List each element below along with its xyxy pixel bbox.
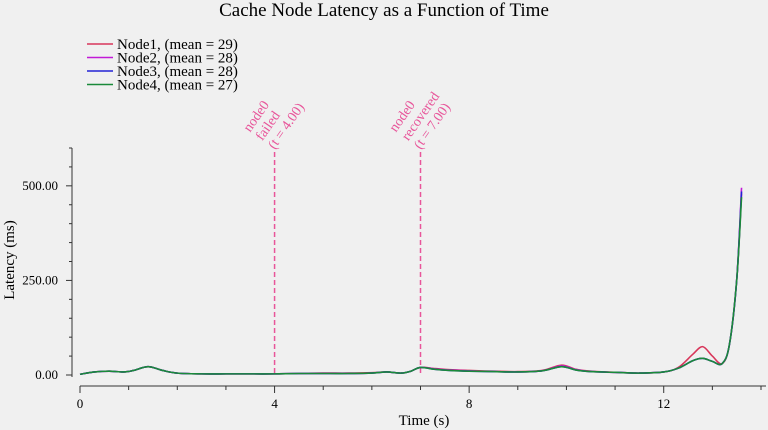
legend-label-1: Node1, (mean = 29) bbox=[117, 37, 238, 53]
y-tick-label: 0.00 bbox=[35, 367, 58, 382]
chart-legend: Node1, (mean = 29)Node2, (mean = 28)Node… bbox=[87, 37, 238, 94]
chart-axes: 0 4 8 12 0.00 250.00 500.00 bbox=[22, 147, 766, 411]
series-line-3 bbox=[79, 191, 743, 376]
y-tick-label: 250.00 bbox=[22, 272, 58, 287]
x-tick-label: 4 bbox=[271, 396, 278, 411]
legend-label-2: Node2, (mean = 28) bbox=[117, 51, 238, 67]
y-tick-label: 500.00 bbox=[22, 178, 58, 193]
x-tick-label: 8 bbox=[466, 396, 473, 411]
x-tick-label: 0 bbox=[77, 396, 84, 411]
series-line-1 bbox=[79, 193, 743, 376]
x-tick-label: 12 bbox=[657, 396, 670, 411]
y-axis-label: Latency (ms) bbox=[2, 220, 18, 300]
x-axis-label: Time (s) bbox=[399, 413, 450, 429]
chart-title: Cache Node Latency as a Function of Time bbox=[219, 0, 549, 21]
legend-label-3: Node3, (mean = 28) bbox=[117, 64, 238, 80]
series-lines bbox=[79, 187, 743, 376]
legend-label-4: Node4, (mean = 27) bbox=[117, 78, 238, 94]
series-line-2 bbox=[79, 187, 743, 376]
series-line-4 bbox=[79, 197, 743, 376]
